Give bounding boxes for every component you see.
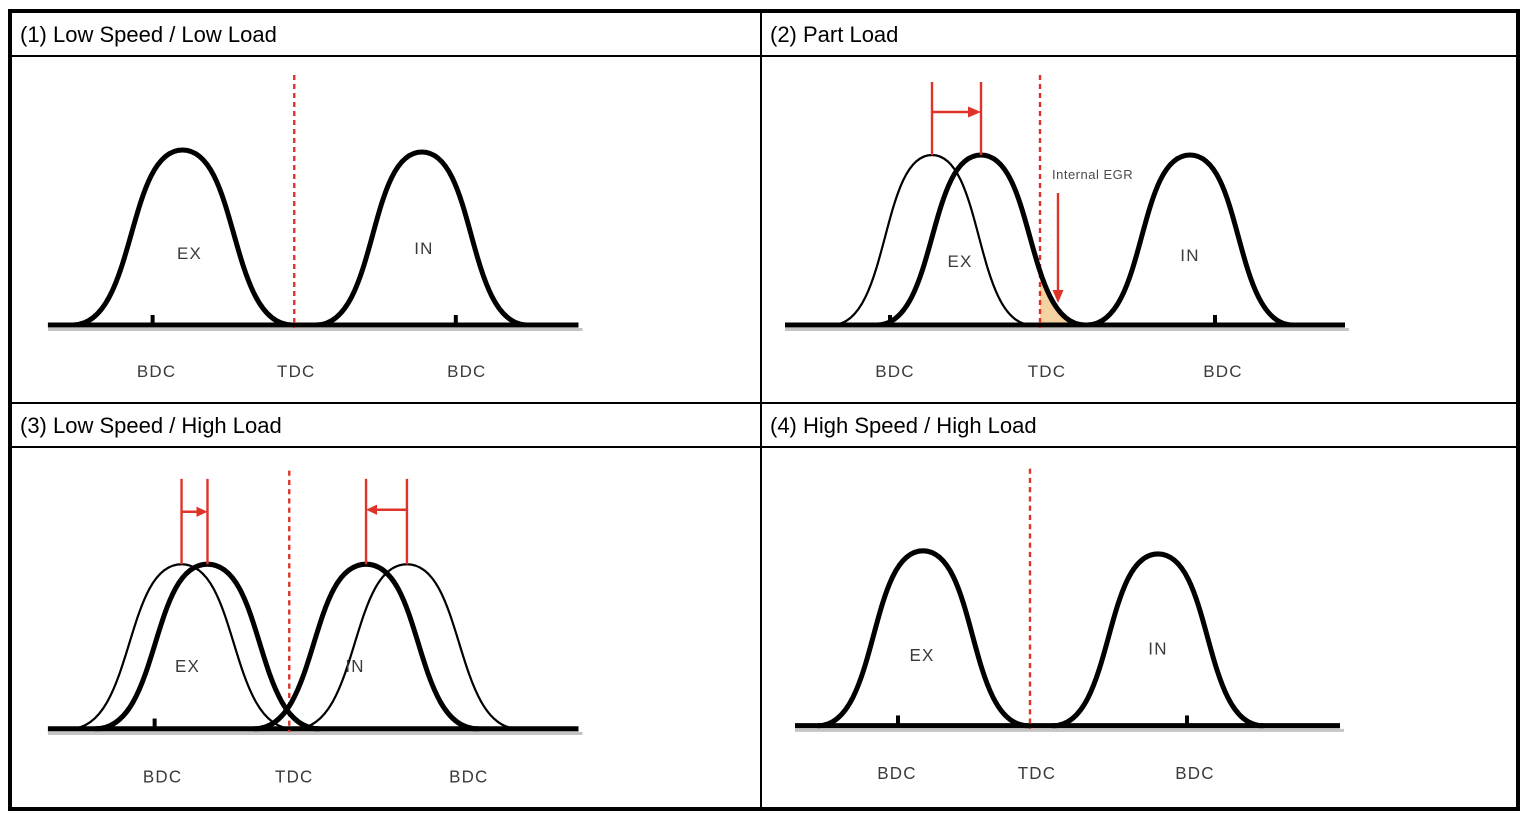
panel-3-diagram: EX IN BDC TDC BDC [12,448,760,807]
panel-1-title: (1) Low Speed / Low Load [12,13,760,57]
panel-2-diagram: Internal EGR EX IN BDC TDC BDC [762,57,1516,402]
valve-timing-diagram-table: (1) Low Speed / Low Load EX IN BDC TDC B… [8,9,1520,811]
in-shift-arrowhead-left [366,504,378,515]
in-label: IN [1180,246,1199,265]
internal-egr-label: Internal EGR [1052,167,1133,182]
tdc-label: TDC [1028,362,1067,381]
panel-high-speed-high-load: (4) High Speed / High Load EX IN BDC TDC… [762,404,1516,807]
phase-shift-arrowhead-right [968,106,981,118]
cam-lift-diagram-1: EX IN BDC TDC BDC [47,75,583,381]
cam-lift-diagram-4: EX IN BDC TDC BDC [795,468,1344,783]
ex-label: EX [947,252,972,271]
in-cam-curve-original [294,563,520,730]
ex-cam-curve [815,548,1031,729]
panel-4-diagram: EX IN BDC TDC BDC [762,448,1516,807]
cam-lift-diagram-2: Internal EGR EX IN BDC TDC BDC [785,75,1349,381]
in-cam-curve-advanced [251,561,481,732]
in-label: IN [414,239,433,258]
internal-egr-region [1040,277,1085,325]
tdc-label: TDC [1018,763,1057,783]
in-label: IN [345,656,364,676]
bdc-left-label: BDC [137,362,176,381]
in-cam-curve [1084,152,1296,328]
in-label: IN [1148,639,1167,659]
in-cam-curve [313,149,531,328]
egr-arrowhead-down [1052,290,1064,303]
cam-lift-diagram-3: EX IN BDC TDC BDC [47,470,583,786]
panel-part-load: (2) Part Load Internal EGR EX [762,13,1516,404]
ex-label: EX [177,244,202,263]
bdc-right-label: BDC [1203,362,1243,381]
bdc-left-label: BDC [875,362,915,381]
bdc-right-label: BDC [449,766,488,786]
ex-shift-arrowhead-right [196,506,208,517]
panel-low-speed-low-load: (1) Low Speed / Low Load EX IN BDC TDC B… [12,13,762,404]
in-cam-curve [1050,551,1266,729]
bdc-right-label: BDC [447,362,486,381]
panel-2-title: (2) Part Load [762,13,1516,57]
tdc-label: TDC [275,766,313,786]
panel-1-diagram: EX IN BDC TDC BDC [12,57,760,402]
bdc-left-label: BDC [143,766,182,786]
tdc-label: TDC [277,362,315,381]
ex-label: EX [175,656,200,676]
panel-3-title: (3) Low Speed / High Load [12,404,760,448]
bdc-left-label: BDC [877,763,916,783]
bdc-right-label: BDC [1175,763,1214,783]
panel-4-title: (4) High Speed / High Load [762,404,1516,448]
ex-label: EX [909,645,934,665]
ex-cam-curve [70,147,295,328]
panel-low-speed-high-load: (3) Low Speed / High Load EX [12,404,762,807]
